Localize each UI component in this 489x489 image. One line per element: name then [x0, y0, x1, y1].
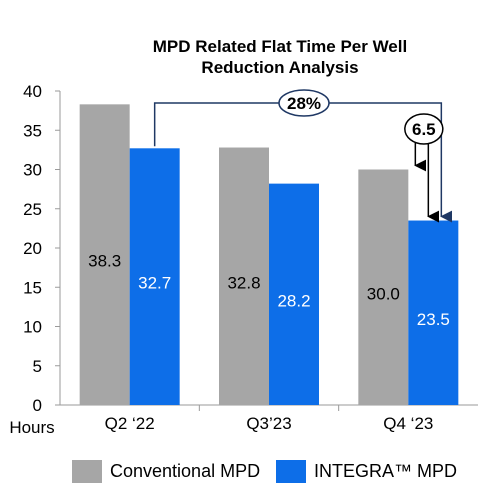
bar-conventional — [79, 104, 130, 405]
bar-integra — [408, 220, 459, 405]
bar-integra — [269, 183, 319, 405]
y-tick-label: 35 — [23, 121, 42, 140]
y-tick-label: 10 — [23, 318, 42, 337]
legend-label-integra: INTEGRA™ MPD — [314, 461, 458, 481]
y-tick-label: 0 — [33, 396, 42, 415]
y-tick-label: 40 — [23, 82, 42, 101]
bar-integra — [129, 148, 180, 405]
y-tick-label: 5 — [33, 357, 42, 376]
bar-conventional — [358, 169, 409, 405]
y-tick-label: 15 — [23, 278, 42, 297]
y-tick-label: 30 — [23, 161, 42, 180]
y-axis-label: Hours — [9, 418, 54, 437]
data-label: 30.0 — [367, 284, 400, 303]
y-tick-label: 20 — [23, 239, 42, 258]
x-tick-label: Q2 ‘22 — [105, 414, 155, 433]
data-label: 38.3 — [88, 252, 121, 271]
legend-conventional: Conventional MPD — [72, 460, 260, 483]
legend-integra: INTEGRA™ MPD — [276, 460, 457, 483]
x-tick-label: Q3’23 — [246, 414, 291, 433]
data-label: 28.2 — [277, 291, 310, 310]
bar-conventional — [219, 147, 269, 405]
difference-bubble — [404, 113, 444, 145]
data-label: 32.7 — [138, 274, 171, 293]
legend-swatch-integra — [276, 460, 306, 483]
difference-label: 6.5 — [412, 120, 436, 139]
percent-reduction-label: 28% — [287, 94, 321, 113]
legend-label-conventional: Conventional MPD — [110, 461, 261, 481]
data-label: 32.8 — [227, 273, 260, 292]
chart-title-line1: MPD Related Flat Time Per Well — [152, 37, 408, 56]
y-tick-label: 25 — [23, 200, 42, 219]
data-label: 23.5 — [417, 310, 450, 329]
chart-title-line2: Reduction Analysis — [201, 58, 359, 77]
percent-reduction-bubble — [278, 89, 330, 117]
legend-swatch-conventional — [72, 460, 102, 483]
x-tick-label: Q4 ‘23 — [383, 414, 433, 433]
